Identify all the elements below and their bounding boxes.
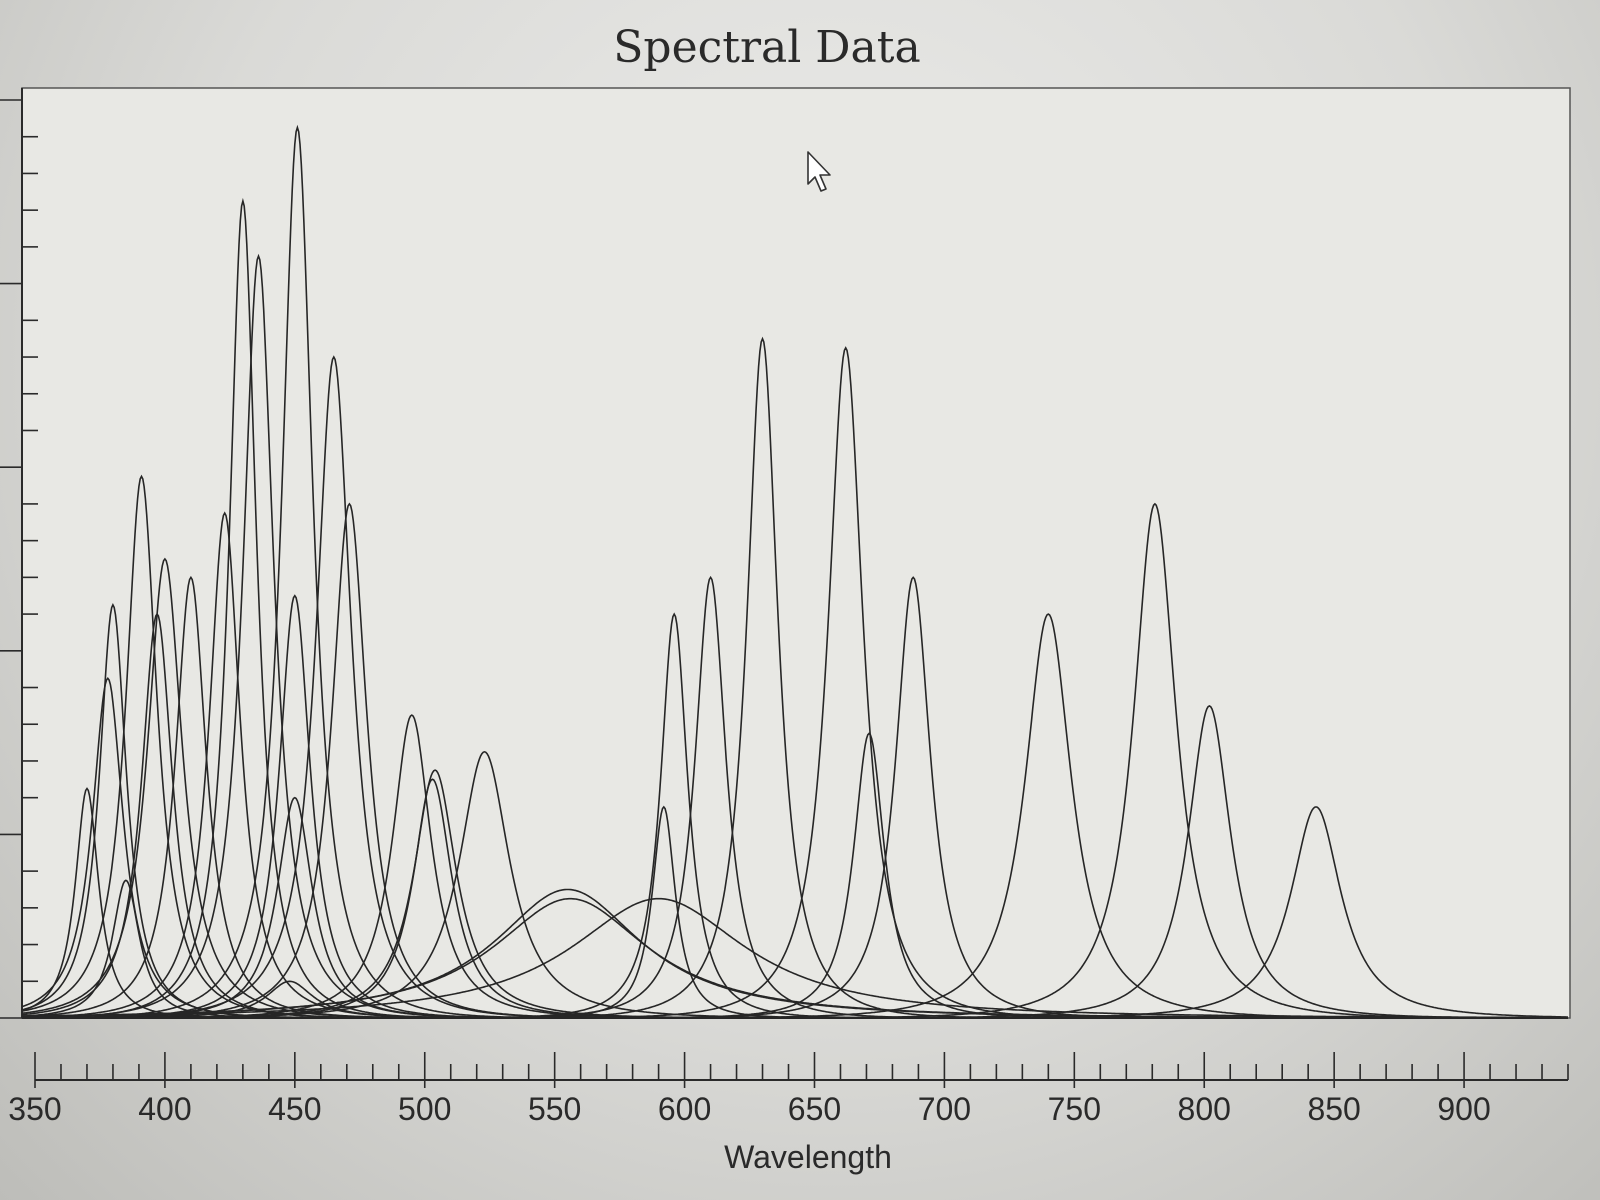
- chart-title: Spectral Data: [613, 22, 920, 73]
- x-axis: 350 400 450 500 550 600 650 700 750 800 850 900: [8, 1017, 1569, 1127]
- spectral-series: [21, 124, 1568, 1019]
- x-tick-label: 800: [1178, 1091, 1231, 1127]
- x-tick-label: 650: [788, 1091, 841, 1127]
- mouse-pointer-icon: [807, 151, 831, 192]
- x-axis-label: Wavelength: [724, 1139, 892, 1175]
- y-axis: [0, 88, 38, 1019]
- x-tick-label: 850: [1307, 1091, 1360, 1127]
- x-tick-label: 550: [528, 1091, 581, 1127]
- x-tick-label: 700: [918, 1091, 971, 1127]
- x-tick-label: 500: [398, 1091, 451, 1127]
- x-tick-label: 400: [138, 1091, 191, 1127]
- x-tick-label: 750: [1048, 1091, 1101, 1127]
- x-tick-label: 600: [658, 1091, 711, 1127]
- x-tick-label: 900: [1437, 1091, 1490, 1127]
- x-tick-label: 350: [8, 1091, 61, 1127]
- spectrum-curve-35: [22, 806, 1568, 1019]
- x-tick-label: 450: [268, 1091, 321, 1127]
